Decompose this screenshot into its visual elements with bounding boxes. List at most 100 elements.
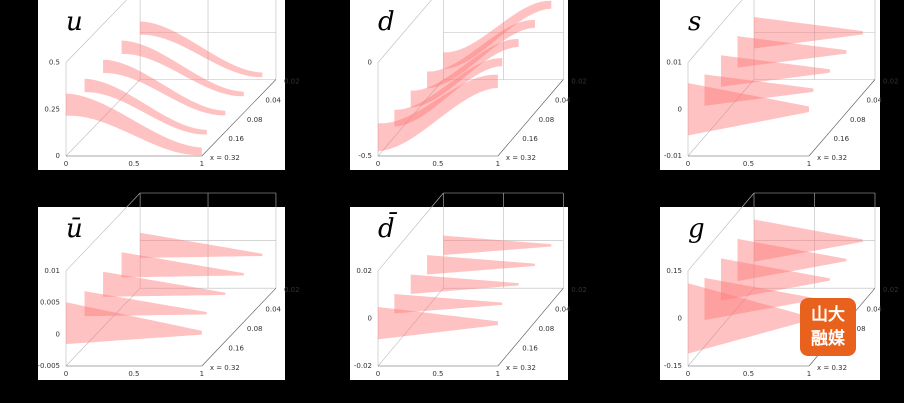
- x-tick-label: 1: [807, 160, 811, 168]
- panel-title: u: [66, 7, 83, 37]
- panel-background: [350, 0, 568, 170]
- ribbon: [737, 36, 847, 68]
- panel: d̄ 0.02 0 -0.02 0 0.5 1 0.02 0.04 0.08 0.16 x = 0.3…: [350, 192, 587, 380]
- z-tick-label: 0.25: [44, 105, 60, 113]
- depth-label: 0.02: [284, 286, 300, 294]
- ribbon: [121, 252, 244, 278]
- x-tick-label: 0: [686, 370, 690, 378]
- ribbon: [410, 39, 519, 108]
- ribbon: [427, 19, 535, 89]
- depth-label: x = 0.32: [506, 154, 536, 162]
- depth-label: 0.02: [571, 286, 587, 294]
- x-tick-label: 0: [64, 160, 68, 168]
- x-tick-label: 1: [496, 370, 500, 378]
- z-tick-label: -0.02: [354, 362, 372, 370]
- ribbon: [443, 0, 552, 70]
- x-tick-label: 0: [686, 160, 690, 168]
- z-tick-label: 0: [678, 314, 682, 322]
- panel-title: d: [378, 7, 395, 37]
- ribbon: [394, 58, 503, 127]
- ribbon: [140, 21, 263, 78]
- depth-label: 0.08: [247, 325, 263, 333]
- ribbon: [103, 59, 226, 116]
- panel: ū 0.01 0.005 0 -0.005 0 0.5 1 0.02 0.04 0.08 0.16 x …: [37, 192, 300, 380]
- x-tick-label: 0.5: [128, 160, 139, 168]
- ribbon: [378, 74, 498, 152]
- panel-title: ū: [66, 214, 83, 244]
- depth-label: x = 0.32: [817, 154, 847, 162]
- axis-line: [687, 192, 755, 272]
- depth-label: 0.04: [867, 306, 883, 314]
- ribbon: [688, 283, 809, 354]
- ribbon: [84, 78, 207, 135]
- ribbon: [443, 235, 552, 256]
- axis-line: [687, 287, 755, 367]
- depth-label: 0.04: [555, 306, 571, 314]
- axis-line: [687, 79, 755, 157]
- depth-label: x = 0.32: [210, 364, 240, 372]
- x-tick-label: 0: [376, 160, 380, 168]
- z-tick-label: 0.01: [666, 59, 682, 67]
- depth-label: 0.08: [247, 116, 263, 124]
- panel: d 0 -0.5 0 0.5 1 0.02 0.04 0.08 0.16 x = 0.32: [350, 0, 587, 170]
- z-tick-label: 0.005: [40, 299, 60, 307]
- depth-label: 0.08: [539, 116, 555, 124]
- depth-label: 0.02: [883, 286, 899, 294]
- depth-label: 0.02: [883, 78, 899, 86]
- depth-label: 0.02: [284, 78, 300, 86]
- x-tick-label: 1: [496, 160, 500, 168]
- x-tick-label: 0.5: [743, 160, 754, 168]
- axis-line: [497, 79, 564, 157]
- depth-label: 0.16: [834, 135, 850, 143]
- panel-title: g: [688, 214, 705, 244]
- ribbon: [103, 271, 226, 297]
- depth-label: 0.08: [850, 116, 866, 124]
- panel-background: [38, 0, 285, 170]
- ribbon: [394, 294, 503, 314]
- z-tick-label: -0.5: [358, 152, 372, 160]
- x-tick-label: 1: [200, 160, 204, 168]
- x-tick-label: 0.5: [432, 160, 443, 168]
- depth-label: 0.16: [522, 135, 538, 143]
- depth-label: 0.16: [228, 345, 244, 353]
- ribbon: [378, 307, 498, 340]
- axis-line: [65, 0, 127, 63]
- axis-line: [65, 287, 141, 367]
- depth-label: x = 0.32: [210, 154, 240, 162]
- ribbon: [688, 83, 809, 136]
- axis-line: [65, 192, 141, 272]
- x-tick-label: 0: [376, 370, 380, 378]
- ribbon: [721, 55, 830, 87]
- ribbon: [66, 93, 202, 156]
- x-tick-label: 0: [64, 370, 68, 378]
- axis-line: [377, 0, 432, 63]
- depth-label: 0.08: [539, 325, 555, 333]
- x-tick-label: 0.5: [128, 370, 139, 378]
- axis-line: [377, 192, 444, 272]
- axis-line: [201, 287, 277, 367]
- z-tick-label: 0: [678, 105, 682, 113]
- ribbon: [704, 277, 814, 321]
- ribbon: [410, 274, 519, 294]
- x-tick-label: 0.5: [743, 370, 754, 378]
- x-tick-label: 1: [200, 370, 204, 378]
- axis-line: [687, 0, 743, 63]
- x-tick-label: 1: [807, 370, 811, 378]
- watermark-text: 融媒: [811, 328, 846, 349]
- depth-label: 0.04: [867, 97, 883, 105]
- depth-label: x = 0.32: [506, 364, 536, 372]
- ribbon: [704, 74, 814, 106]
- depth-label: 0.04: [555, 97, 571, 105]
- z-tick-label: 0.15: [666, 267, 682, 275]
- axis-line: [377, 287, 444, 367]
- z-tick-label: 0: [56, 152, 60, 160]
- z-tick-label: 0.02: [356, 267, 372, 275]
- depth-label: 0.16: [522, 345, 538, 353]
- ribbon: [754, 219, 863, 262]
- depth-label: x = 0.32: [817, 364, 847, 372]
- panel: u 0.5 0.25 00 0.5 1 0.02 0.04 0.08 0.16 x = 0.32: [38, 0, 300, 170]
- panel-title: s: [688, 7, 701, 37]
